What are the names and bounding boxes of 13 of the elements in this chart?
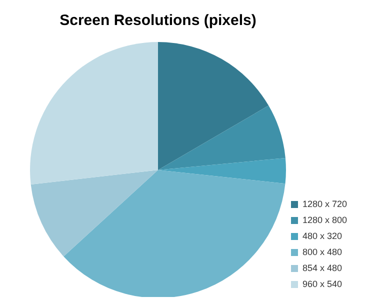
legend-label: 960 x 540 (302, 279, 342, 289)
pie-slice (158, 158, 286, 184)
legend-label: 1280 x 720 (302, 199, 347, 209)
legend-label: 854 x 480 (302, 263, 342, 273)
chart-title: Screen Resolutions (pixels) (58, 11, 258, 29)
pie-slice (30, 170, 158, 256)
legend-label: 1280 x 800 (302, 215, 347, 225)
pie-slice (158, 42, 269, 170)
legend-label: 480 x 320 (302, 231, 342, 241)
pie-slice (64, 170, 286, 297)
pie-slice (158, 106, 286, 170)
pie-slice (30, 42, 158, 184)
legend-label: 800 x 480 (302, 247, 342, 257)
